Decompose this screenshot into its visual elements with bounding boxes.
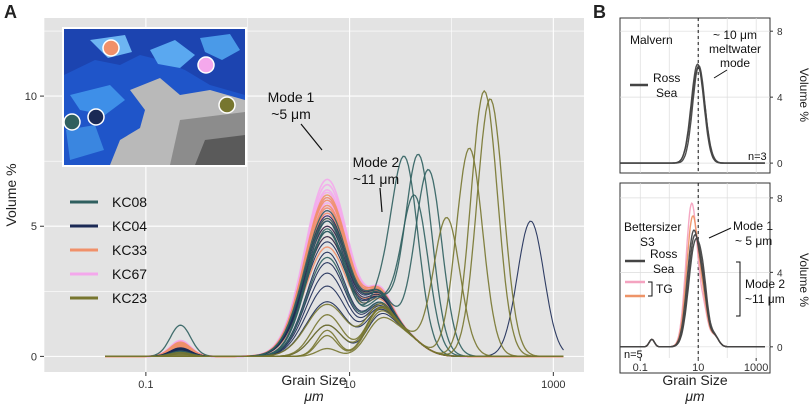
annotation-mode2-arrow (379, 187, 383, 213)
panel-a-series (105, 89, 564, 358)
panel-b-top-note: n=3 (748, 151, 767, 163)
panel-b-bottom-x-axis-unit: μm (684, 388, 705, 404)
panel-b-bottom-legend-tg-bracket (648, 281, 653, 297)
panel-b-bottom-x-axis-label: Grain Size (662, 372, 728, 388)
panel-b-bottom-ticks: 0 4 8 0.1 10 1000 (633, 194, 783, 374)
panel-a-ticks: 0.1 10 1000 0 5 10 (25, 91, 566, 391)
map-point-kc67 (197, 56, 215, 74)
panel-a: 0.1 10 1000 0 5 10 Volume % Grain Size μm KC0… (3, 18, 584, 404)
y-tick-label: 8 (777, 194, 783, 205)
x-tick-label: 10 (692, 362, 704, 374)
panel-b-bottom-note: n=5 (624, 349, 643, 361)
panel-b-bottom-mode2-title: Mode 2 (745, 277, 785, 291)
panel-b-bottom-legend-ross-label1: Ross (650, 247, 677, 261)
panel-a-annotations: Mode 1 ~5 μm Mode 2 ~11 μm (268, 89, 400, 213)
panel-b-bottom-mode1-title: Mode 1 (733, 219, 773, 233)
x-tick-label: 0.1 (633, 362, 648, 374)
panel-b-bottom-mode1-arrow (708, 227, 732, 239)
series-kc23-6 (105, 307, 564, 358)
series-kc23-4 (105, 98, 564, 358)
panel-b-bottom-series (620, 202, 765, 348)
panel-b-bottom-legend-ross-label2: Sea (653, 262, 675, 276)
inset-map (62, 27, 247, 167)
panel-a-x-axis-unit: μm (303, 388, 324, 404)
panel-b-top-annotation-line3: mode (720, 56, 750, 70)
panel-a-y-axis-label: Volume % (3, 163, 19, 226)
legend-label-kc33: KC33 (112, 242, 147, 258)
y-tick-label: 0 (31, 351, 37, 363)
panel-b-bottom: 0 4 8 0.1 10 1000 Bettersizer S3 Mode 1 ~ 5 μ… (619, 182, 809, 404)
panel-b-bottom-mode2-value: ~11 μm (745, 292, 785, 306)
x-tick-label: 1000 (744, 362, 768, 374)
panel-b-bottom-instrument-line1: Bettersizer (624, 220, 681, 234)
series-ross-sea-3 (620, 64, 765, 164)
y-tick-label: 4 (777, 93, 783, 104)
panel-a-legend: KC08 KC04 KC33 KC67 KC23 (70, 194, 147, 306)
map-point-kc33 (102, 39, 120, 57)
panel-b-top-annotation-arrow (713, 69, 728, 79)
annotation-mode1-arrow (300, 123, 323, 151)
panel-b-top: 048 Malvern ~ 10 μm meltwater mode Ross … (619, 17, 809, 174)
panel-b-bottom-legend-tg-label: TG (656, 282, 673, 296)
panel-b-top-legend-label1: Ross (653, 71, 680, 85)
series-kc23-3 (105, 89, 564, 358)
panel-b-top-series (620, 63, 765, 164)
panel-b-bottom-mode1-value: ~ 5 μm (735, 234, 772, 248)
y-tick-label: 10 (25, 91, 37, 103)
annotation-mode2-title: Mode 2 (353, 154, 400, 170)
panel-b-top-legend-label2: Sea (656, 86, 678, 100)
legend-label-kc08: KC08 (112, 194, 147, 210)
panel-b-bottom-y-axis-label: Volume % (797, 253, 809, 307)
panel-b-top-y-axis-label: Volume % (797, 68, 809, 122)
panel-b-bottom-mode2-bracket (736, 261, 741, 317)
y-tick-label: 4 (777, 268, 783, 279)
panel-a-letter: A (4, 2, 17, 22)
panel-b-top-annotation-line2: meltwater (709, 42, 761, 56)
map-point-kc23 (218, 96, 236, 114)
panel-b-top-annotation-line1: ~ 10 μm (713, 28, 757, 42)
x-tick-label: 1000 (541, 379, 565, 391)
annotation-mode2-value: ~11 μm (353, 171, 399, 187)
legend-label-kc04: KC04 (112, 218, 147, 234)
panel-b-bottom-instrument-line2: S3 (640, 235, 655, 249)
series-ross-sea-5 (620, 238, 765, 348)
map-point-kc04 (87, 108, 105, 126)
panel-b-top-ticks: 0 4 8 (770, 27, 783, 170)
y-tick-label: 8 (777, 27, 783, 38)
annotation-mode1-title: Mode 1 (268, 89, 315, 105)
panel-a-x-axis-label: Grain Size (281, 372, 347, 388)
y-tick-label: 5 (31, 221, 37, 233)
panel-b-top-grid (620, 18, 770, 173)
y-tick-label: 0 (777, 159, 783, 170)
x-tick-label: 0.1 (138, 379, 153, 391)
panel-b-top-instrument: Malvern (630, 33, 673, 47)
x-tick-label: 10 (343, 379, 355, 391)
panel-b-letter: B (593, 2, 606, 22)
map-point-kc08 (63, 113, 81, 131)
legend-label-kc23: KC23 (112, 290, 147, 306)
y-tick-label: 0 (777, 343, 783, 354)
legend-label-kc67: KC67 (112, 266, 147, 282)
annotation-mode1-value: ~5 μm (271, 106, 311, 122)
